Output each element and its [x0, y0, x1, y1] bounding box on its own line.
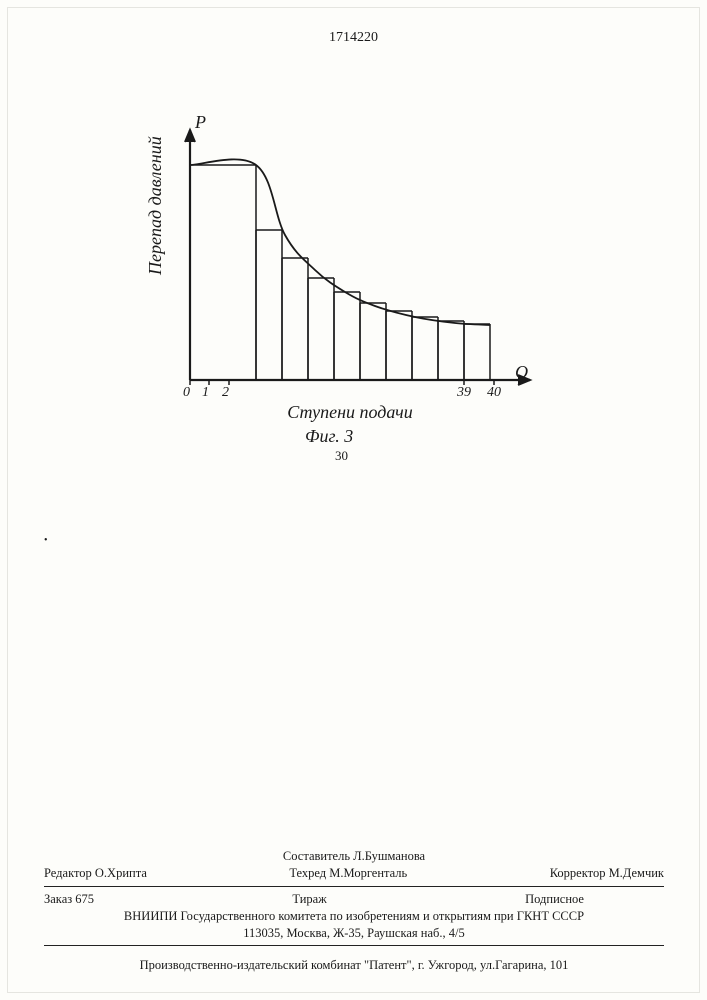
- footer-credits: Составитель Л.Бушманова Редактор О.Хрипт…: [44, 848, 664, 950]
- order-number: Заказ 675: [44, 891, 94, 908]
- divider-1: [44, 886, 664, 887]
- divider-2: [44, 945, 664, 946]
- subscript: Подписное: [525, 891, 664, 908]
- corrector: Корректор М.Демчик: [550, 865, 664, 882]
- q-axis-symbol: Q: [515, 362, 528, 383]
- tirazh: Тираж: [94, 891, 525, 908]
- chart-svg: [155, 120, 535, 410]
- org-line-2: 113035, Москва, Ж-35, Раушская наб., 4/5: [44, 925, 664, 942]
- doc-number: 1714220: [0, 30, 707, 46]
- x-tick-label: 2: [222, 385, 229, 401]
- credits-row: Редактор О.Хрипта Техред М.Моргенталь Ко…: [44, 865, 664, 882]
- x-tick-label: 39: [457, 385, 471, 401]
- compiler-line: Составитель Л.Бушманова: [44, 848, 664, 865]
- x-axis-label: Ступени подачи: [250, 402, 450, 423]
- x-tick-label: 40: [487, 385, 501, 401]
- editor: Редактор О.Хрипта: [44, 865, 147, 882]
- printer-line: Производственно-издательский комбинат "П…: [44, 958, 664, 973]
- org-line-1: ВНИИПИ Государственного комитета по изоб…: [44, 908, 664, 925]
- techred: Техред М.Моргенталь: [147, 865, 550, 882]
- p-axis-symbol: P: [195, 112, 206, 133]
- x-tick-label: 1: [202, 385, 209, 401]
- y-axis-label: Перепад давлений: [145, 136, 166, 275]
- stray-dot: •: [44, 535, 48, 546]
- sub-page-number: 30: [335, 448, 348, 464]
- figure-3-chart: P Q Перепад давлений 0123940 Ступени под…: [155, 120, 535, 450]
- x-tick-label: 0: [183, 385, 190, 401]
- order-row: Заказ 675 Тираж Подписное: [44, 891, 664, 908]
- figure-caption: Фиг. 3: [305, 426, 353, 447]
